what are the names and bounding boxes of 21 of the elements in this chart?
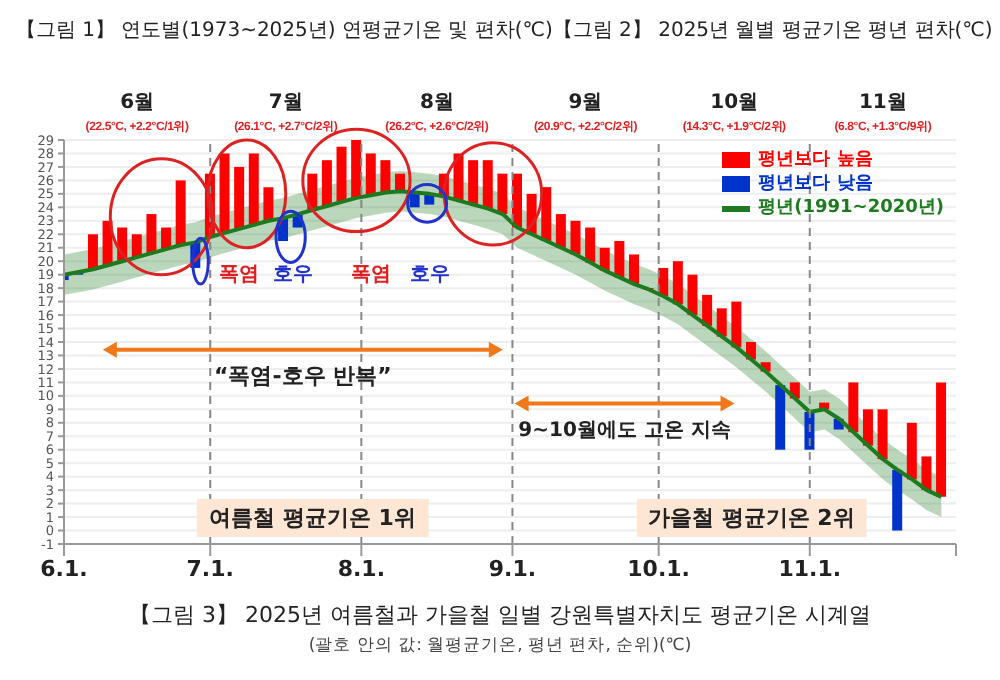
annotation: 호우	[273, 262, 314, 289]
x-tick-label: 6.1.	[40, 555, 88, 582]
legend-label: 평년보다 낮음	[758, 172, 873, 196]
text: 【그림 2】 2025년 월별 평균기온 평년 편차(℃)	[552, 17, 993, 44]
x-tick-label: 8.1.	[337, 555, 386, 582]
annotation: 폭염	[351, 262, 392, 289]
annotation: 호우	[409, 262, 450, 289]
text: 【그림 1】 연도별(1973~2025년) 연평균기온 및 편차(℃)	[16, 17, 553, 44]
annotation: “폭염-호우 반복”	[213, 360, 392, 391]
annotation: 9~10월에도 고온 지속	[518, 417, 731, 444]
legend-label: 평년보다 높음	[758, 148, 873, 172]
annotation: 폭염	[219, 262, 260, 289]
annotation: 여름철 평균기온 1위	[197, 498, 428, 537]
x-tick-label: 9.1.	[488, 555, 537, 582]
x-tick-label: 11.1.	[778, 555, 842, 582]
text: (괄호 안의 값: 월평균기온, 평년 편차, 순위)(℃)	[306, 634, 694, 658]
x-tick-label: 7.1.	[186, 555, 234, 582]
annotation: 가을철 평균기온 2위	[635, 498, 867, 537]
legend-label: 평년(1991~2020년)	[758, 196, 944, 220]
x-tick-label: 10.1.	[627, 555, 690, 582]
text: 【그림 3】 2025년 여름철과 가을철 일별 강원특별자치도 평균기온 시계열	[127, 600, 873, 630]
